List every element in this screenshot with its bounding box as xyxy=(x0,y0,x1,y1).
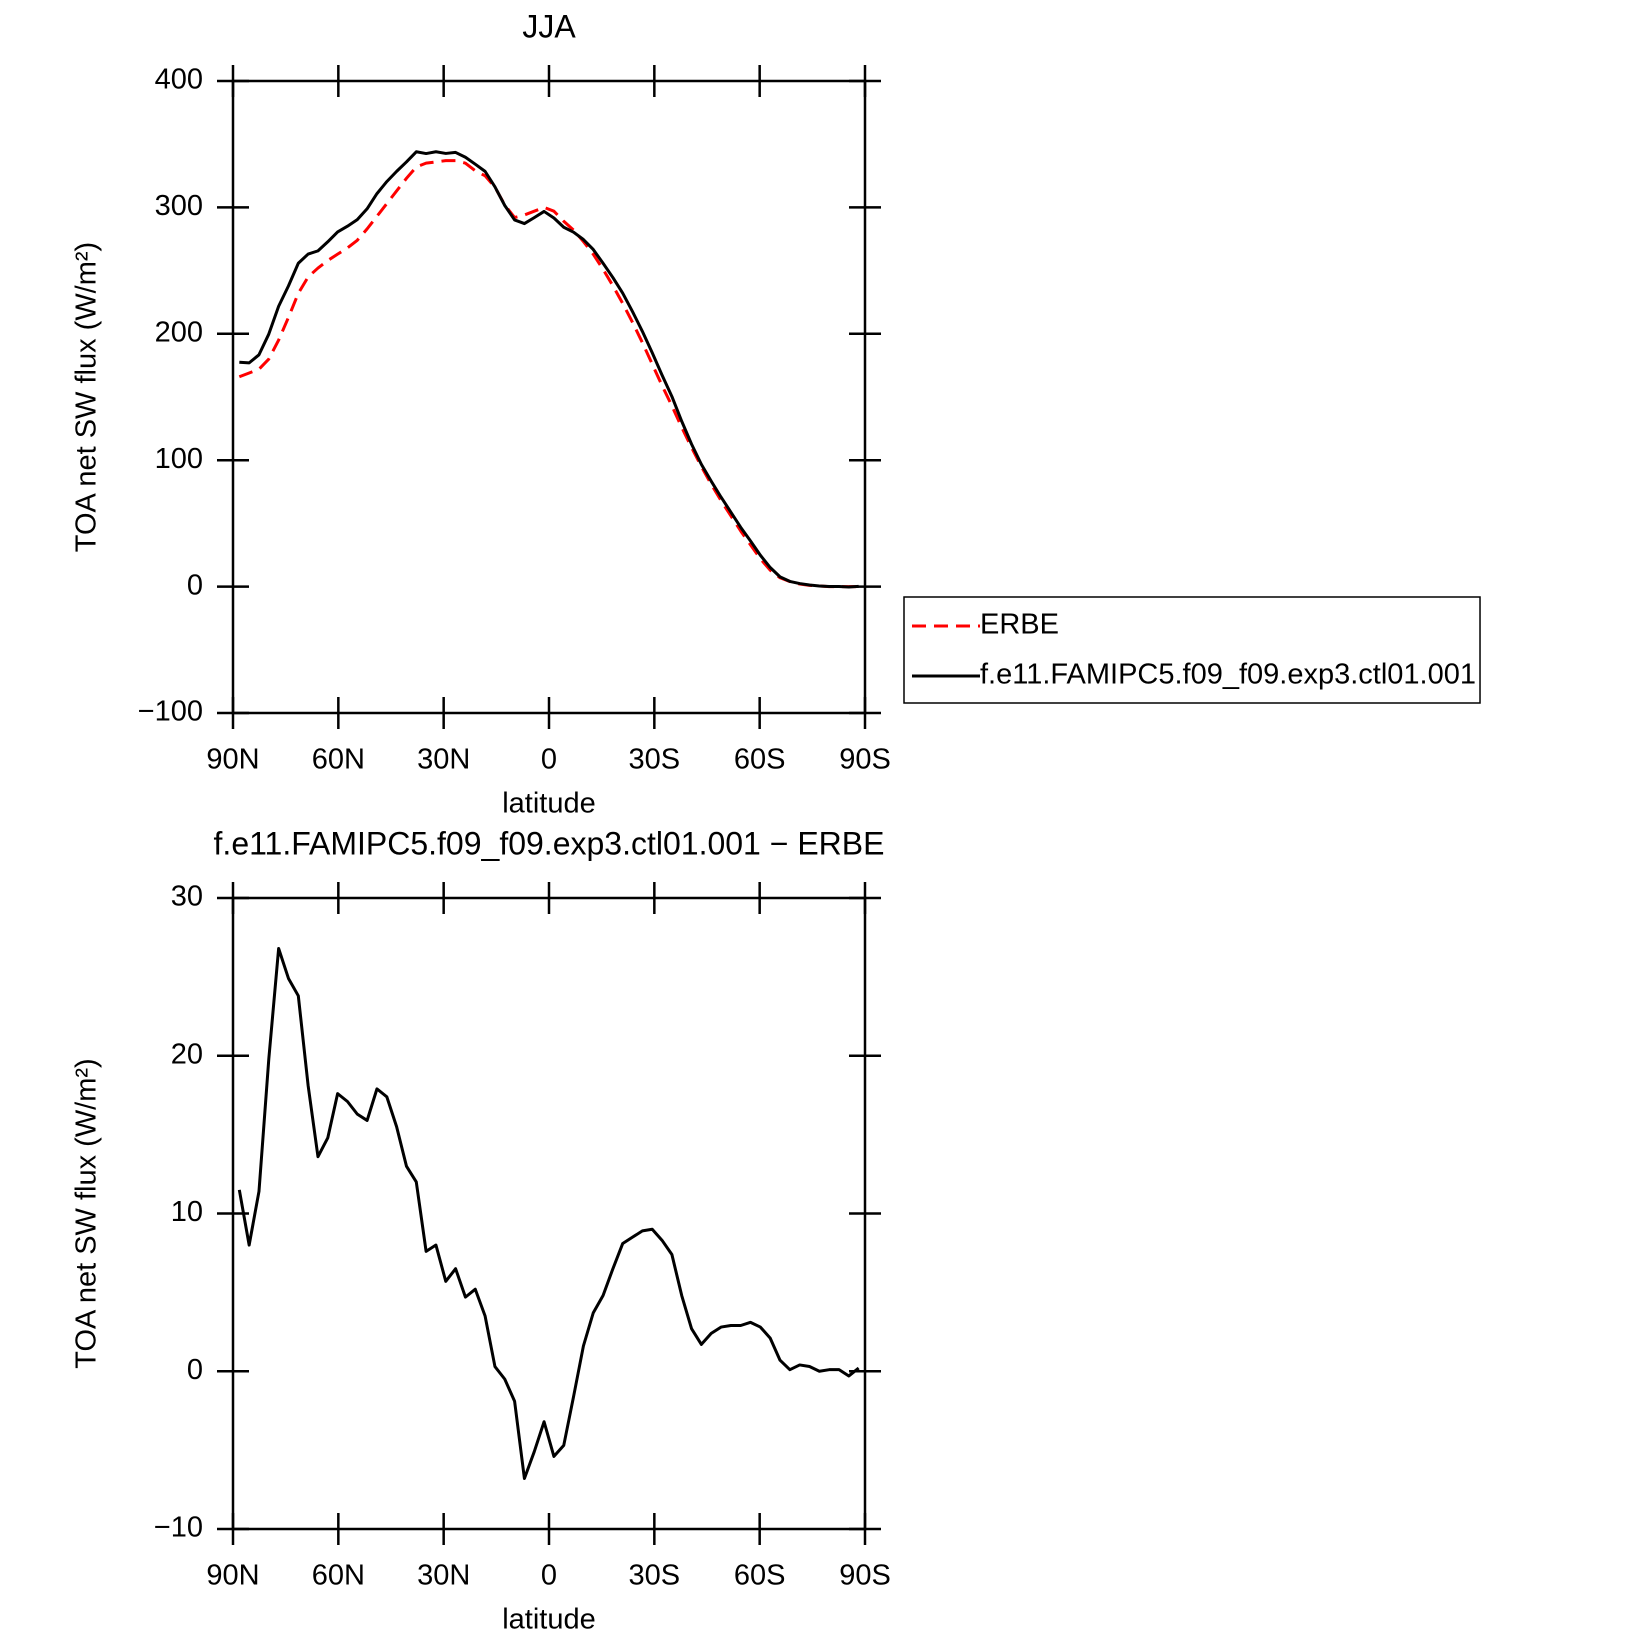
y-tick-label: 30 xyxy=(171,881,203,913)
line-series xyxy=(238,159,859,589)
legend-label: ERBE xyxy=(980,609,1059,641)
x-tick-label: 90N xyxy=(206,744,259,776)
chart-title: f.e11.FAMIPC5.f09_f09.exp3.ctl01.001 − E… xyxy=(214,825,885,861)
x-tick-label: 60N xyxy=(312,1560,365,1592)
chart-title: JJA xyxy=(522,8,576,44)
y-axis-label: TOA net SW flux (W/m²) xyxy=(71,1058,103,1368)
x-axis-label: latitude xyxy=(502,788,596,820)
x-tick-label: 30N xyxy=(417,1560,470,1592)
x-tick-label: 60N xyxy=(312,744,365,776)
x-tick-label: 90N xyxy=(206,1560,259,1592)
y-tick-label: −100 xyxy=(138,696,203,728)
line-series xyxy=(237,946,860,1481)
x-tick-label: 0 xyxy=(541,1560,557,1592)
x-tick-label: 30S xyxy=(629,1560,681,1592)
x-tick-label: 0 xyxy=(541,744,557,776)
legend-box xyxy=(903,596,1481,704)
x-axis-label: latitude xyxy=(502,1604,596,1635)
x-tick-label: 90S xyxy=(839,744,891,776)
x-tick-label: 60S xyxy=(734,1560,786,1592)
y-axis-label: TOA net SW flux (W/m²) xyxy=(71,242,103,552)
x-tick-label: 60S xyxy=(734,744,786,776)
x-tick-label: 30S xyxy=(629,744,681,776)
y-tick-label: 10 xyxy=(171,1196,203,1228)
line-series xyxy=(239,150,859,589)
y-tick-label: 300 xyxy=(155,190,203,222)
y-tick-label: −10 xyxy=(154,1512,203,1544)
x-tick-label: 30N xyxy=(417,744,470,776)
y-tick-label: 20 xyxy=(171,1038,203,1070)
y-tick-label: 0 xyxy=(187,569,203,601)
y-tick-label: 100 xyxy=(155,443,203,475)
y-tick-label: 400 xyxy=(155,64,203,96)
plot-frame xyxy=(231,79,867,715)
y-tick-label: 0 xyxy=(187,1354,203,1386)
legend-label: f.e11.FAMIPC5.f09_f09.exp3.ctl01.001 xyxy=(980,659,1476,691)
y-tick-label: 200 xyxy=(155,316,203,348)
x-tick-label: 90S xyxy=(839,1560,891,1592)
